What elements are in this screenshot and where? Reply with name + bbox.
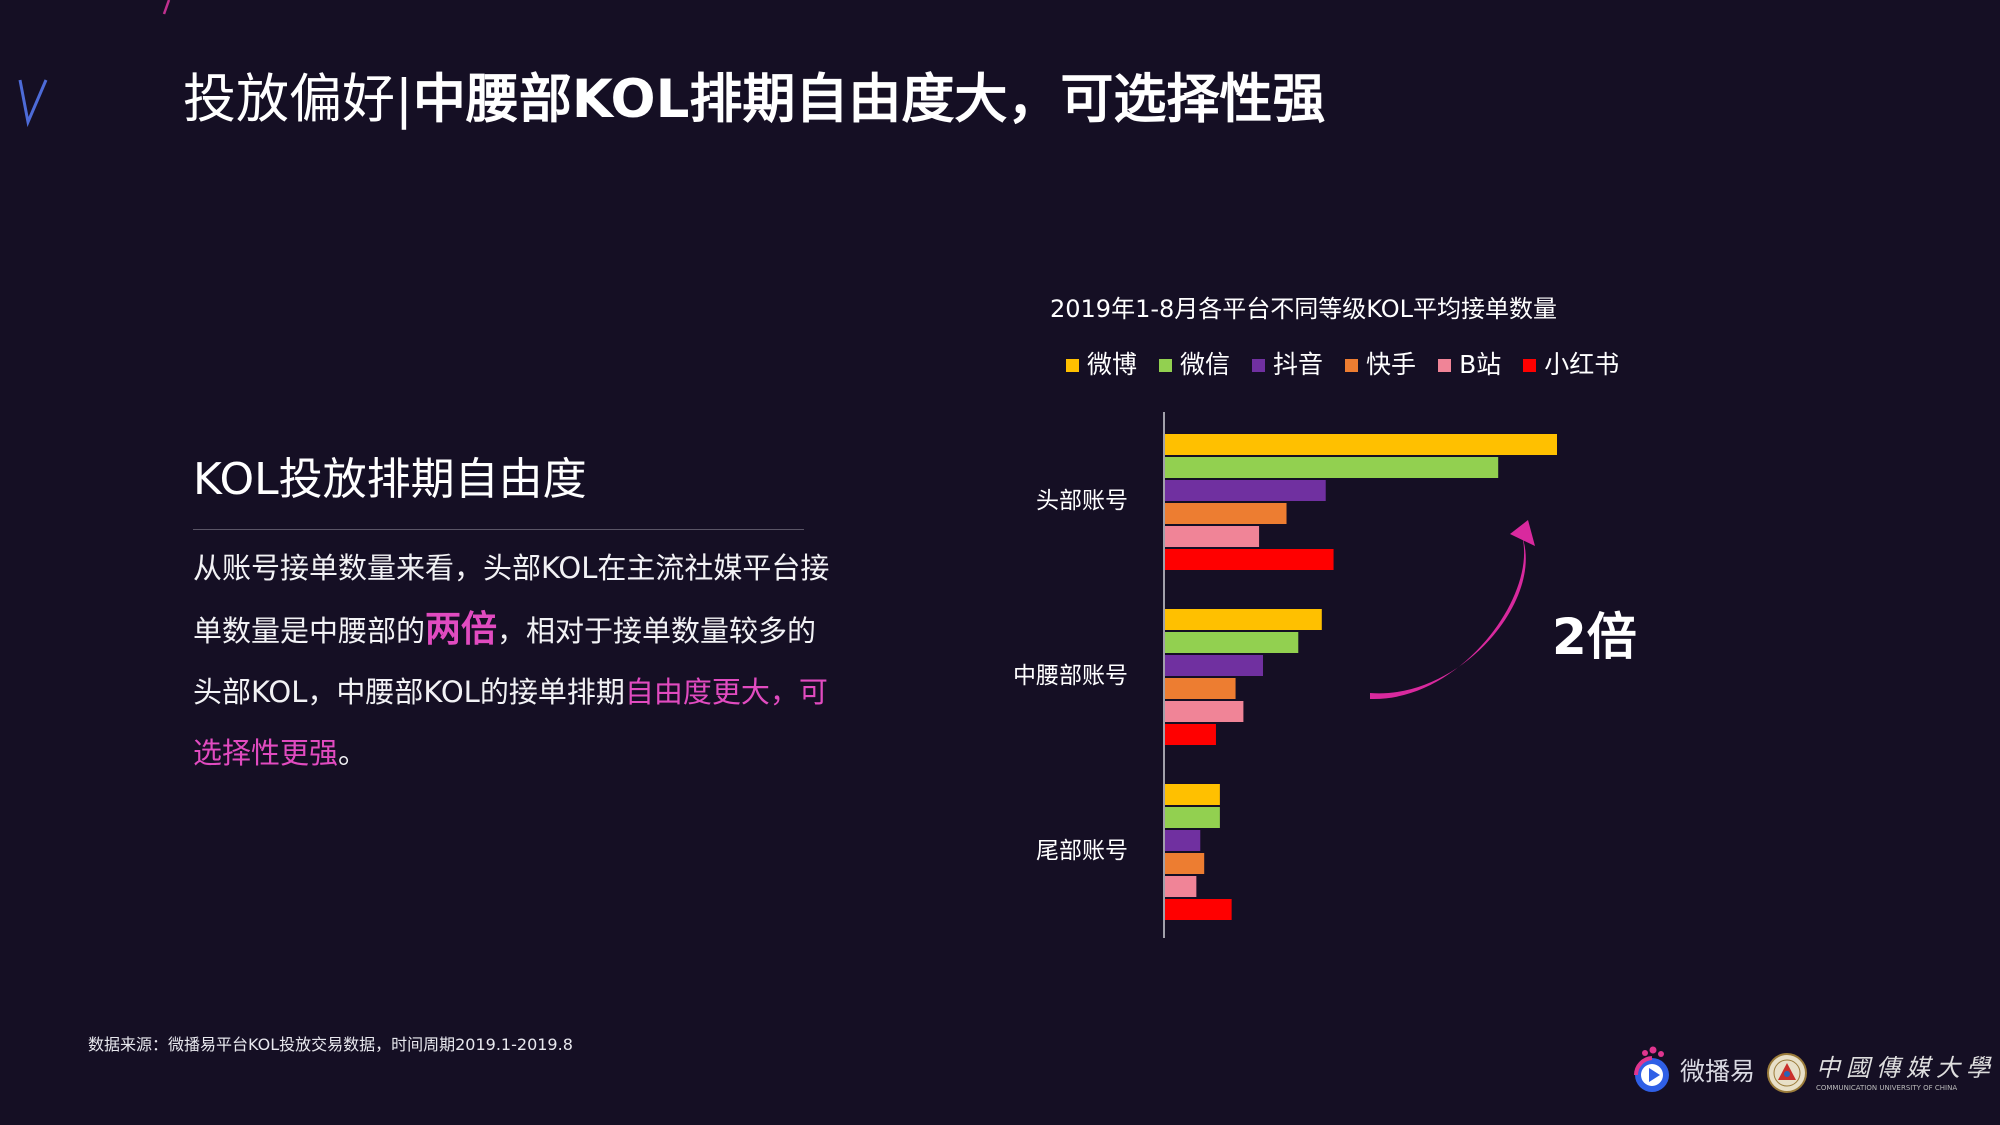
- section-divider: [193, 529, 804, 530]
- section-heading: KOL投放排期自由度: [193, 454, 587, 505]
- bar-2-2: [1165, 632, 1299, 653]
- legend-label: 微信: [1180, 350, 1231, 379]
- bar-1-6: [1165, 549, 1334, 570]
- data-source-note: 数据来源：微播易平台KOL投放交易数据，时间周期2019.1-2019.8: [88, 1035, 573, 1054]
- legend-swatch: [1523, 358, 1537, 372]
- multiplier-label: 2倍: [1552, 608, 1637, 666]
- legend-label: 微博: [1087, 350, 1138, 379]
- legend-item: 微信: [1159, 348, 1230, 382]
- legend-swatch: [1345, 358, 1359, 372]
- bar-1-3: [1165, 480, 1326, 501]
- legend-label: 抖音: [1273, 350, 1324, 379]
- title-main: 中腰部KOL排期自由度大，可选择性强: [412, 69, 1326, 130]
- desc-text-3: 。: [338, 736, 368, 770]
- cuc-logo-en: COMMUNICATION UNIVERSITY OF CHINA: [1816, 1084, 1958, 1092]
- legend-item: B站: [1438, 348, 1501, 382]
- legend-item: 微博: [1066, 348, 1137, 382]
- legend-item: 快手: [1345, 348, 1416, 382]
- desc-highlight-multiplier: 两倍: [425, 609, 498, 650]
- cuc-logo-cn: 中國傳媒大學: [1816, 1054, 1996, 1082]
- legend-label: 快手: [1366, 350, 1417, 379]
- legend-item: 抖音: [1252, 348, 1323, 382]
- weiboyi-logo-icon: [1633, 1046, 1669, 1092]
- bar-2-1: [1165, 609, 1322, 630]
- desc-text-1: 从账号接单数量来看，头部KOL在主流社媒平台接单数量是中腰部的: [193, 551, 830, 648]
- bar-2-6: [1165, 724, 1216, 745]
- desc-text-2: ，相对于接单数量较多的头部KOL，中腰部KOL的接单排期: [193, 614, 817, 709]
- legend-label: 小红书: [1544, 350, 1620, 379]
- bar-1-1: [1165, 434, 1557, 455]
- bar-3-3: [1165, 830, 1201, 851]
- bar-3-4: [1165, 853, 1205, 874]
- bar-3-6: [1165, 899, 1232, 920]
- desc-highlight-freedom: 自由度更大，可选择性更强: [193, 675, 828, 770]
- curved-arrow-icon: [1370, 536, 1526, 700]
- legend-item: 小红书: [1523, 348, 1619, 382]
- bar-1-4: [1165, 503, 1287, 524]
- legend-label: B站: [1459, 350, 1502, 379]
- legend-swatch: [1066, 358, 1079, 372]
- weiboyi-logo: 微播易: [1632, 1045, 1755, 1095]
- page-title: 投放偏好|中腰部KOL排期自由度大，可选择性强: [183, 64, 1325, 136]
- legend-swatch: [1159, 358, 1173, 372]
- legend-swatch: [1438, 358, 1452, 372]
- bar-2-3: [1165, 655, 1263, 676]
- weiboyi-logo-text: 微播易: [1680, 1057, 1756, 1086]
- chart-title: 2019年1-8月各平台不同等级KOL平均接单数量: [1050, 295, 1557, 323]
- cuc-logo: 中國傳媒大學 COMMUNICATION UNIVERSITY OF CHINA: [1766, 1052, 1996, 1094]
- bar-3-1: [1165, 784, 1220, 805]
- title-prefix: 投放偏好|: [183, 69, 413, 130]
- arrow-head-icon: [1510, 520, 1535, 546]
- category-label: 尾部账号: [1036, 838, 1128, 864]
- v-decoration-icon: [18, 79, 48, 128]
- legend-swatch: [1252, 358, 1266, 372]
- category-label: 中腰部账号: [1013, 663, 1128, 689]
- slash-decoration-icon: [162, 0, 171, 15]
- section-description: 从账号接单数量来看，头部KOL在主流社媒平台接单数量是中腰部的两倍，相对于接单数…: [193, 538, 833, 784]
- cuc-seal-icon: [1767, 1053, 1807, 1093]
- bar-3-5: [1165, 876, 1197, 897]
- bar-2-5: [1165, 701, 1244, 722]
- bar-1-2: [1165, 457, 1499, 478]
- bar-1-5: [1165, 526, 1260, 547]
- chart-legend: 微博 微信 抖音 快手 B站 小红书: [1066, 348, 1619, 382]
- category-label: 头部账号: [1036, 488, 1128, 514]
- bar-2-4: [1165, 678, 1236, 699]
- bar-3-2: [1165, 807, 1220, 828]
